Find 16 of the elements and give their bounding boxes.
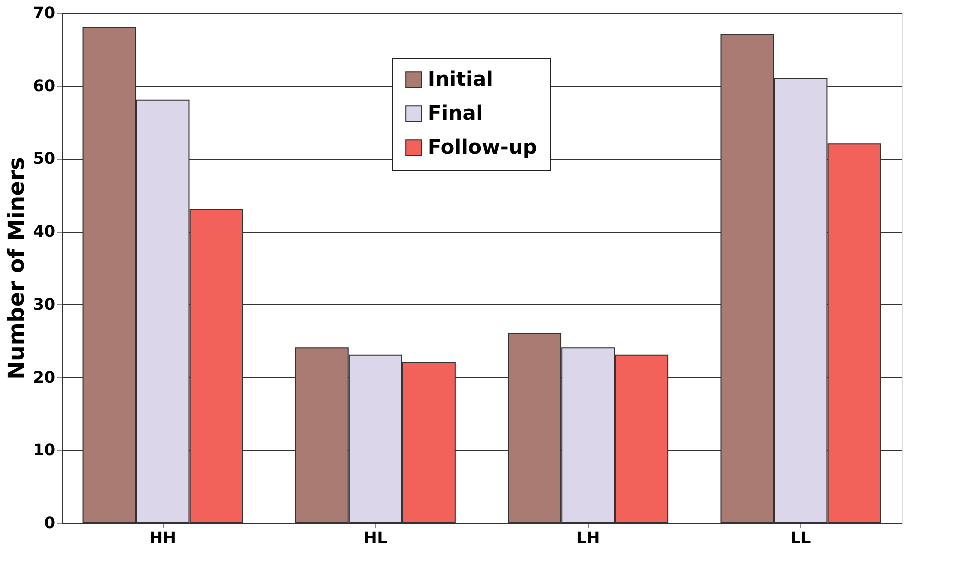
y-axis-title: Number of Miners [5, 157, 30, 380]
y-tick-label: 10 [33, 440, 56, 460]
y-tick-label: 20 [33, 368, 56, 387]
legend-label: Final [428, 101, 484, 125]
x-tick-label: LL [790, 528, 812, 548]
legend-label: Initial [428, 67, 494, 91]
y-tick-label: 50 [33, 149, 56, 168]
y-tick-label: 70 [33, 4, 56, 22]
y-tick-label: 30 [33, 294, 56, 314]
y-tick-label: 60 [33, 76, 56, 96]
x-tick-label: HL [364, 528, 388, 548]
x-tick-label: HH [150, 528, 176, 548]
x-tick-label: LH [576, 528, 600, 548]
legend-label: Follow-up [428, 135, 538, 159]
y-tick-label: 40 [33, 222, 56, 242]
y-tick-label: 0 [44, 514, 56, 532]
